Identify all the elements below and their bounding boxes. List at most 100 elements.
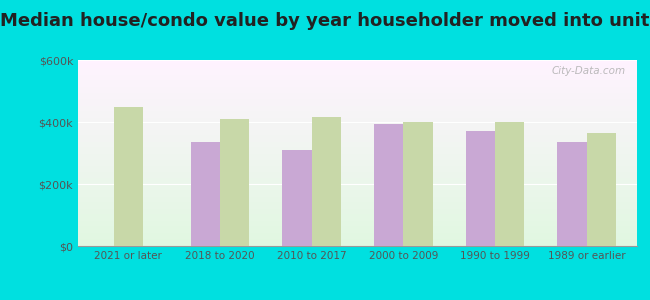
Bar <box>78 131 637 132</box>
Bar <box>557 142 586 246</box>
Bar <box>78 233 637 234</box>
Bar <box>78 191 637 192</box>
Bar <box>78 150 637 151</box>
Bar <box>78 229 637 230</box>
Bar <box>78 236 637 237</box>
Bar <box>78 184 637 185</box>
Bar <box>78 238 637 239</box>
Bar <box>78 141 637 142</box>
Bar <box>78 192 637 193</box>
Bar <box>78 83 637 84</box>
Bar <box>78 110 637 111</box>
Bar <box>78 64 637 66</box>
Bar <box>78 143 637 144</box>
Bar <box>78 132 637 133</box>
Bar <box>78 144 637 145</box>
Bar <box>78 151 637 152</box>
Bar <box>78 106 637 107</box>
Bar <box>78 67 637 68</box>
Bar <box>78 160 637 161</box>
Bar <box>78 207 637 208</box>
Bar <box>78 156 637 157</box>
Bar <box>282 150 312 246</box>
Bar <box>78 194 637 195</box>
Bar <box>78 125 637 126</box>
Bar <box>78 149 637 150</box>
Bar <box>78 63 637 64</box>
Bar <box>78 140 637 141</box>
Bar <box>78 234 637 235</box>
Bar <box>78 76 637 77</box>
Bar <box>78 187 637 188</box>
Bar <box>78 61 637 62</box>
Bar <box>78 214 637 215</box>
Bar <box>78 185 637 187</box>
Bar <box>78 102 637 103</box>
Bar <box>78 97 637 98</box>
Bar <box>78 228 637 229</box>
Bar <box>78 208 637 209</box>
Bar <box>78 226 637 227</box>
Bar <box>78 243 637 244</box>
Bar <box>78 160 637 161</box>
Bar <box>78 171 637 172</box>
Bar <box>78 68 637 69</box>
Bar <box>78 168 637 169</box>
Bar <box>78 118 637 119</box>
Bar <box>78 152 637 153</box>
Bar <box>78 72 637 73</box>
Bar <box>78 206 637 207</box>
Bar <box>78 109 637 110</box>
Bar <box>220 119 250 246</box>
Bar <box>312 117 341 246</box>
Bar <box>78 115 637 116</box>
Bar <box>78 104 637 105</box>
Bar <box>78 133 637 134</box>
Bar <box>78 126 637 127</box>
Bar <box>78 196 637 197</box>
Bar <box>78 134 637 135</box>
Bar <box>78 137 637 138</box>
Bar <box>78 100 637 101</box>
Bar <box>78 86 637 87</box>
Bar <box>78 176 637 177</box>
Bar <box>78 128 637 129</box>
Bar <box>78 138 637 139</box>
Bar <box>78 212 637 214</box>
Bar <box>78 181 637 182</box>
Bar <box>78 139 637 140</box>
Bar <box>78 165 637 166</box>
Text: Median house/condo value by year householder moved into unit: Median house/condo value by year househo… <box>0 12 650 30</box>
Bar <box>78 80 637 81</box>
Bar <box>78 117 637 118</box>
Bar <box>78 75 637 76</box>
Bar <box>78 239 637 240</box>
Bar <box>78 231 637 232</box>
Bar <box>78 84 637 85</box>
Bar <box>78 201 637 202</box>
Bar <box>78 173 637 174</box>
Bar <box>114 106 143 246</box>
Bar <box>78 198 637 199</box>
Bar <box>78 87 637 88</box>
Bar <box>78 178 637 179</box>
Bar <box>78 169 637 170</box>
Bar <box>78 146 637 147</box>
Bar <box>78 210 637 211</box>
Bar <box>78 155 637 156</box>
Bar <box>78 177 637 178</box>
Bar <box>78 172 637 173</box>
Bar <box>78 98 637 99</box>
Bar <box>78 224 637 225</box>
Bar <box>78 166 637 167</box>
Bar <box>78 189 637 190</box>
Bar <box>78 85 637 86</box>
Bar <box>78 244 637 245</box>
Bar <box>78 167 637 168</box>
Bar <box>78 220 637 221</box>
Bar <box>78 135 637 136</box>
Bar <box>78 103 637 104</box>
Bar <box>78 153 637 154</box>
Text: City-Data.com: City-Data.com <box>552 66 626 76</box>
Bar <box>78 175 637 176</box>
